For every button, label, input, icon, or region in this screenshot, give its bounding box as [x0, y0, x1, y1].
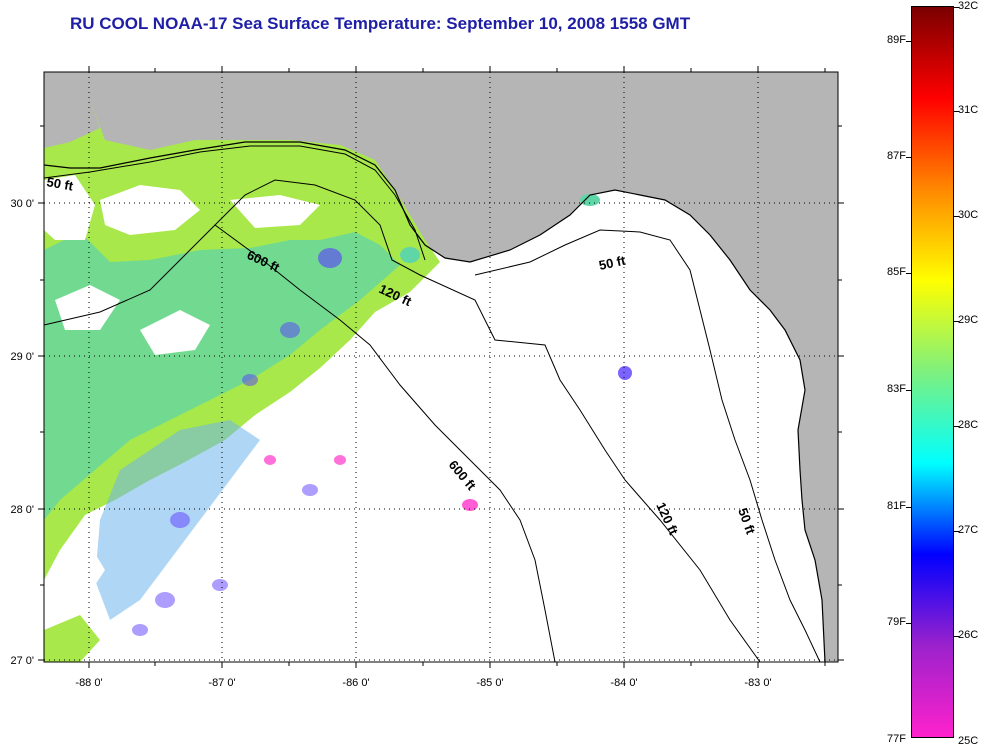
colorbar-celsius-label: 32C — [958, 0, 979, 12]
bathymetry-contours — [43, 145, 821, 663]
color-scale-bar — [911, 6, 954, 738]
lon-label: -87 0' — [208, 677, 235, 689]
lon-label: -86 0' — [342, 677, 369, 689]
colorbar-fahrenheit-label: 85F — [887, 266, 906, 278]
frame-ticks — [38, 66, 844, 668]
lat-label: 29 0' — [10, 351, 34, 363]
colorbar-tick — [906, 157, 911, 158]
colorbar-tick — [954, 321, 959, 322]
lon-label: -83 0' — [744, 677, 771, 689]
colorbar-tick — [906, 507, 911, 508]
colorbar-tick — [906, 273, 911, 274]
colorbar-tick — [954, 426, 959, 427]
colorbar-fahrenheit-label: 79F — [887, 616, 906, 628]
colorbar-tick — [906, 390, 911, 391]
colorbar-tick — [906, 41, 911, 42]
colorbar-fahrenheit-label: 81F — [887, 500, 906, 512]
colorbar-celsius-label: 27C — [958, 524, 979, 536]
colorbar-fahrenheit-label: 83F — [887, 383, 906, 395]
lat-label: 30 0' — [10, 198, 34, 210]
colorbar-celsius-label: 25C — [958, 735, 979, 747]
colorbar-fahrenheit-label: 89F — [887, 34, 906, 46]
lat-label: 28 0' — [10, 504, 34, 516]
colorbar-fahrenheit-label: 87F — [887, 150, 906, 162]
colorbar-celsius-label: 30C — [958, 209, 979, 221]
colorbar-tick — [954, 7, 959, 8]
colorbar-tick — [954, 216, 959, 217]
colorbar-tick — [906, 623, 911, 624]
colorbar-celsius-label: 31C — [958, 104, 979, 116]
map-frame — [43, 71, 839, 663]
map-title: RU COOL NOAA-17 Sea Surface Temperature:… — [70, 14, 691, 33]
sst-map[interactable]: 50 ft 600 ft 120 ft 50 ft 600 ft 120 ft … — [0, 0, 900, 754]
colorbar-celsius-label: 29C — [958, 314, 979, 326]
graticule — [44, 72, 838, 662]
lon-label: -84 0' — [610, 677, 637, 689]
contour-label-50ft-west: 50 ft — [45, 174, 75, 194]
coastline — [43, 141, 826, 663]
colorbar-tick — [954, 636, 959, 637]
land — [44, 72, 838, 662]
contour-label-50ft-east: 50 ft — [598, 253, 628, 273]
colorbar-celsius-label: 26C — [958, 629, 979, 641]
colorbar-tick — [954, 111, 959, 112]
sst-data — [44, 100, 632, 662]
colorbar-fahrenheit-label: 77F — [887, 733, 906, 745]
lat-label: 27 0' — [10, 655, 34, 667]
colorbar-celsius-label: 28C — [958, 419, 979, 431]
lon-label: -88 0' — [75, 677, 102, 689]
colorbar-tick — [954, 531, 959, 532]
lon-label: -85 0' — [476, 677, 503, 689]
